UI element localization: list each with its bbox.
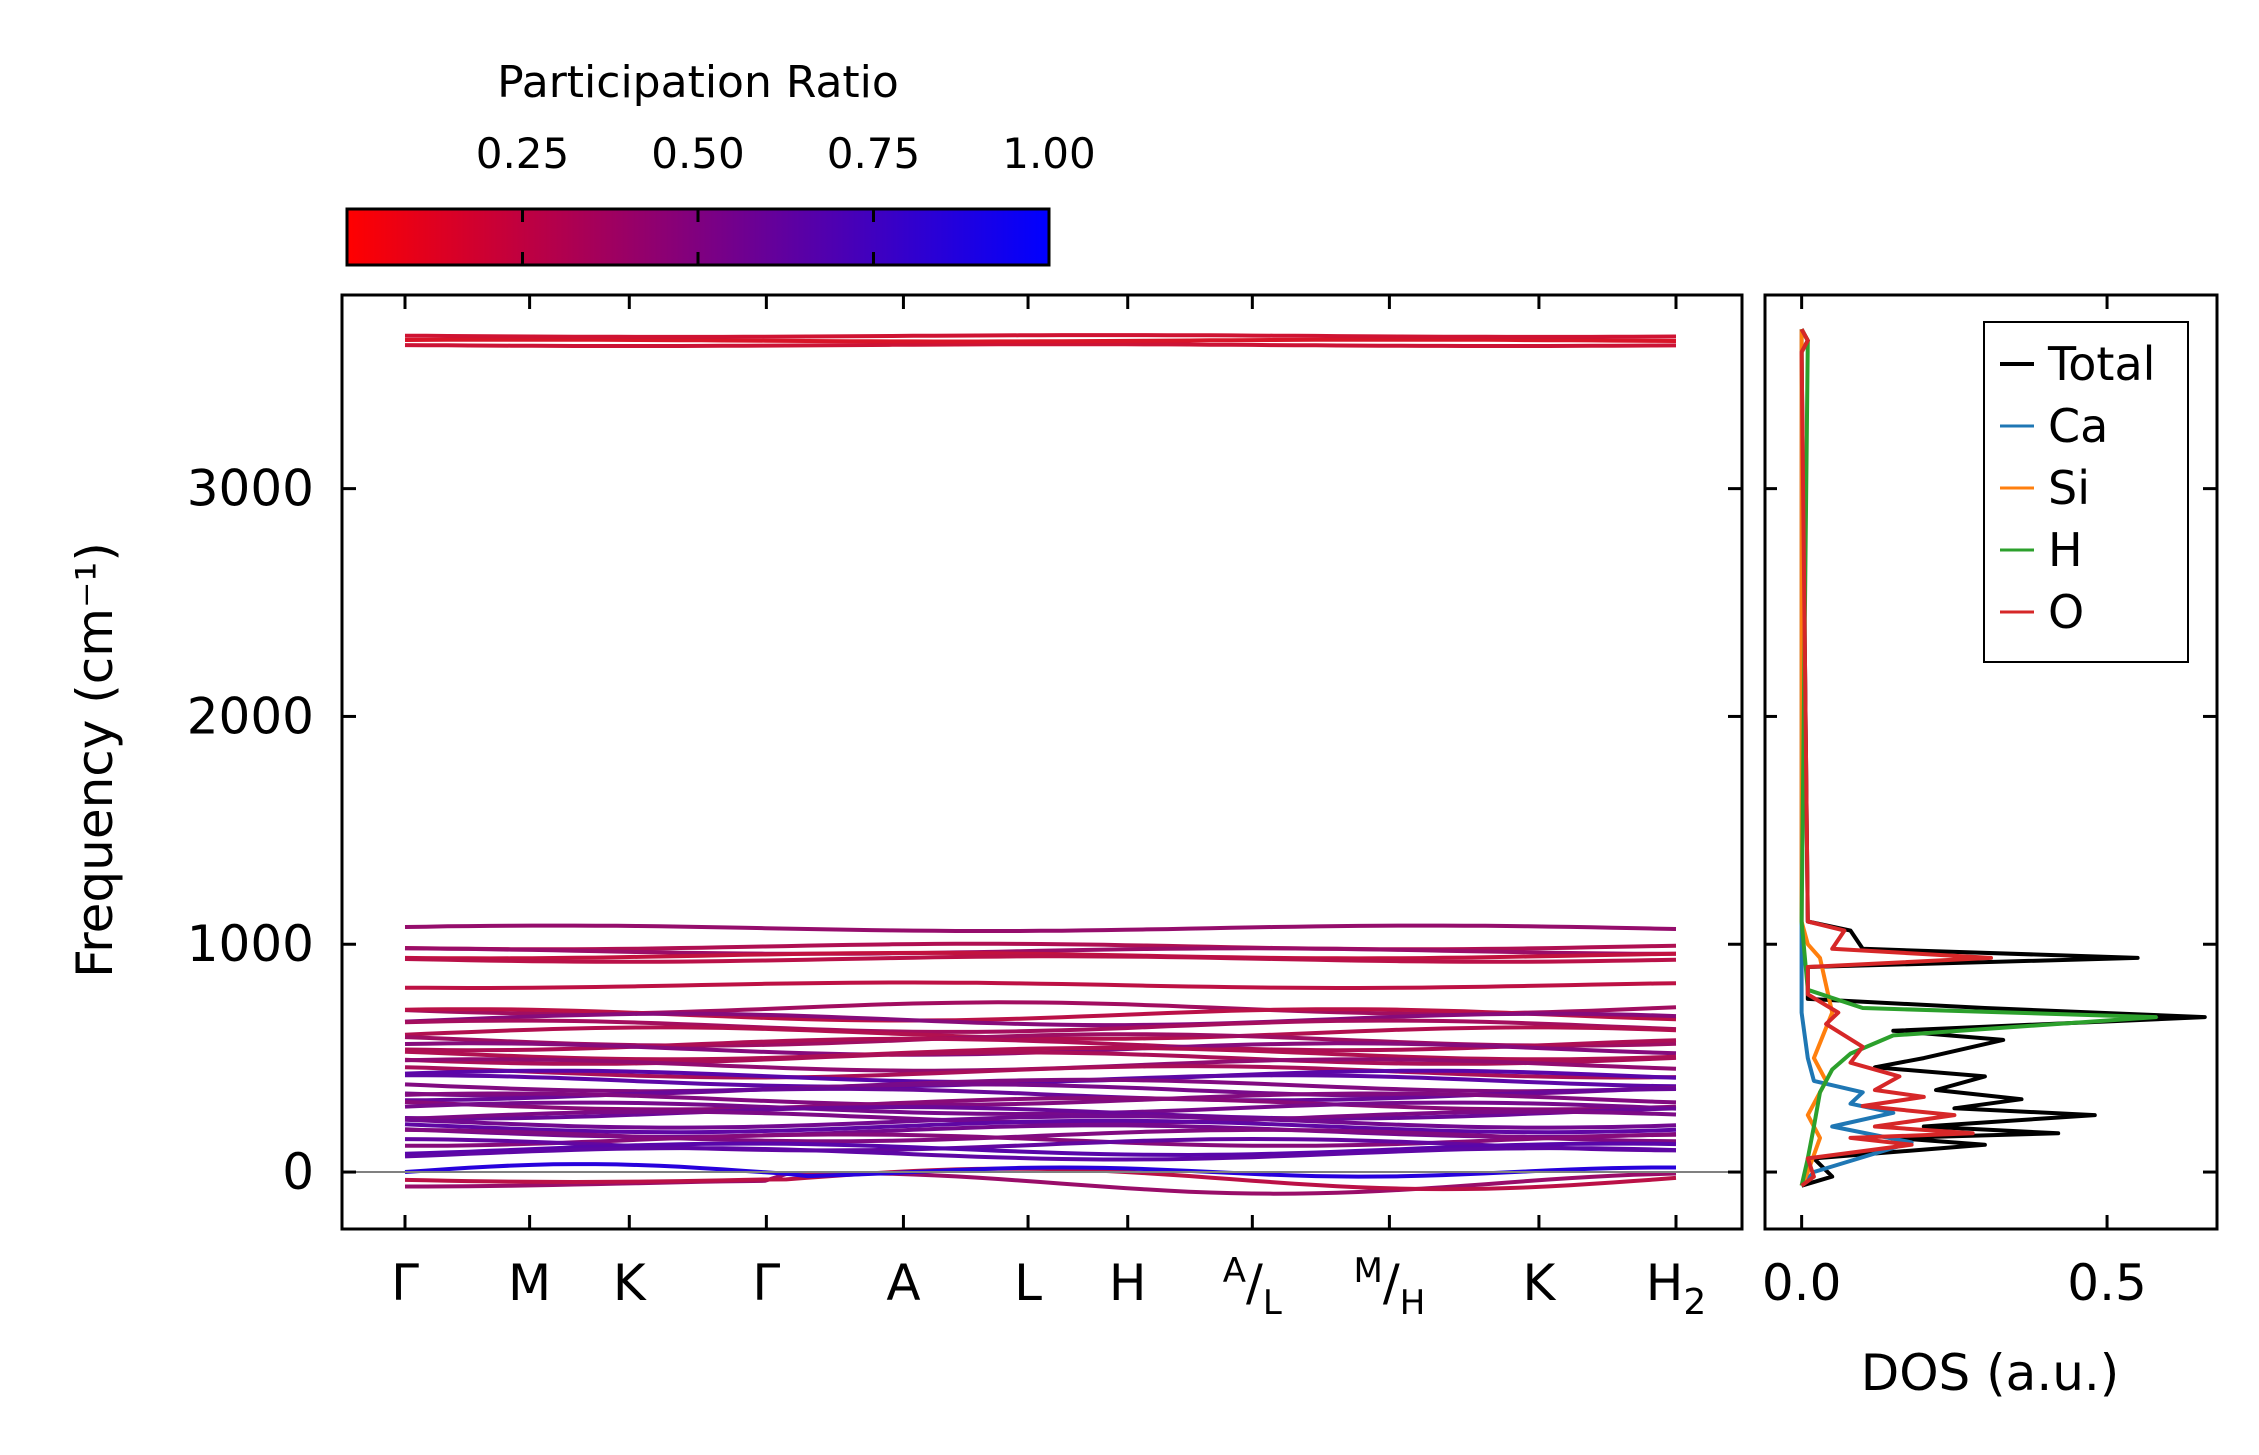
dos-line-o <box>1799 328 1993 1188</box>
y-tick-label: 0 <box>282 1143 314 1201</box>
dos-x-tick-label: 0.5 <box>2067 1254 2147 1312</box>
x-tick-label: K <box>613 1254 647 1312</box>
y-tick-label: 1000 <box>187 915 314 973</box>
legend-label: Total <box>2047 337 2155 391</box>
x-tick-label: M <box>508 1254 551 1312</box>
band-line <box>404 1025 1677 1041</box>
colorbar-tick-label: 0.75 <box>827 129 921 178</box>
band-line <box>404 342 1677 348</box>
colorbar-tick-label: 0.50 <box>651 129 745 178</box>
dos-x-axis-title: DOS (a.u.) <box>1861 1344 2120 1402</box>
band-line <box>404 1118 1677 1135</box>
dos-line-ca <box>1799 329 1914 1188</box>
colorbar-tick-label: 1.00 <box>1002 129 1096 178</box>
y-tick-label: 3000 <box>187 460 314 518</box>
legend-label: Si <box>2048 461 2090 515</box>
colorbar: Participation Ratio 0.25 0.50 0.75 1.00 <box>345 57 1096 267</box>
band-axes-frame <box>340 293 1744 1231</box>
x-tick-label: H <box>1109 1254 1147 1312</box>
x-tick-label: Γ <box>752 1254 780 1312</box>
x-tick-label: K <box>1523 1254 1557 1312</box>
band-line <box>404 954 1677 964</box>
band-line <box>404 1141 1677 1158</box>
x-tick-label: A/L <box>1223 1251 1282 1323</box>
band-line <box>404 1105 1677 1121</box>
band-lines <box>404 333 1677 1196</box>
band-line <box>404 1050 1677 1066</box>
band-line <box>404 1018 1677 1034</box>
band-line <box>404 941 1677 952</box>
band-line <box>404 1091 1677 1107</box>
band-line <box>404 1162 1676 1179</box>
colorbar-title: Participation Ratio <box>497 57 899 108</box>
x-tick-label: M/H <box>1354 1251 1426 1323</box>
band-line <box>404 923 1677 933</box>
legend-label: H <box>2048 523 2083 577</box>
band-line <box>404 950 1677 961</box>
band-line <box>404 946 1676 956</box>
band-line <box>404 1146 1677 1162</box>
band-line <box>404 1011 1677 1028</box>
band-line <box>404 1095 1677 1112</box>
dos-line-si <box>1799 329 1835 1187</box>
band-line <box>404 980 1677 990</box>
band-line <box>404 1127 1677 1144</box>
band-line <box>404 1064 1677 1080</box>
y-axis-title: Frequency (cm⁻¹) <box>66 542 124 978</box>
dos-panel: 0.0 0.5 DOS (a.u.) Total Ca Si HO <box>1762 293 2219 1402</box>
dos-x-tick-label: 0.0 <box>1762 1254 1842 1312</box>
x-tick-label: H2 <box>1646 1254 1707 1323</box>
band-line <box>405 1132 1677 1148</box>
legend-label: O <box>2048 585 2084 639</box>
dos-lines <box>1799 328 2207 1188</box>
legend-frame <box>1983 321 2189 663</box>
band-line <box>404 1100 1677 1117</box>
band-structure-panel: 0 1000 2000 3000 Γ M K Γ A L H A/L M/H K H2 Frequency… <box>66 293 1744 1323</box>
legend-label: Ca <box>2048 399 2108 453</box>
x-tick-label: Γ <box>391 1254 419 1312</box>
x-tick-label: A <box>886 1254 920 1312</box>
band-line <box>404 1077 1677 1094</box>
dos-line-total <box>1799 328 2207 1188</box>
dos-line-h <box>1799 328 2158 1187</box>
band-line <box>404 337 1677 344</box>
y-tick-label: 2000 <box>187 687 314 745</box>
colorbar-tick-label: 0.25 <box>476 129 570 178</box>
band-line <box>404 1114 1677 1130</box>
band-line <box>404 1045 1677 1062</box>
band-line <box>404 1007 1677 1023</box>
x-tick-label: L <box>1014 1254 1042 1312</box>
dos-axes-frame <box>1763 293 2219 1231</box>
dos-legend: Total Ca Si HO <box>1983 321 2189 663</box>
band-line <box>404 333 1677 339</box>
